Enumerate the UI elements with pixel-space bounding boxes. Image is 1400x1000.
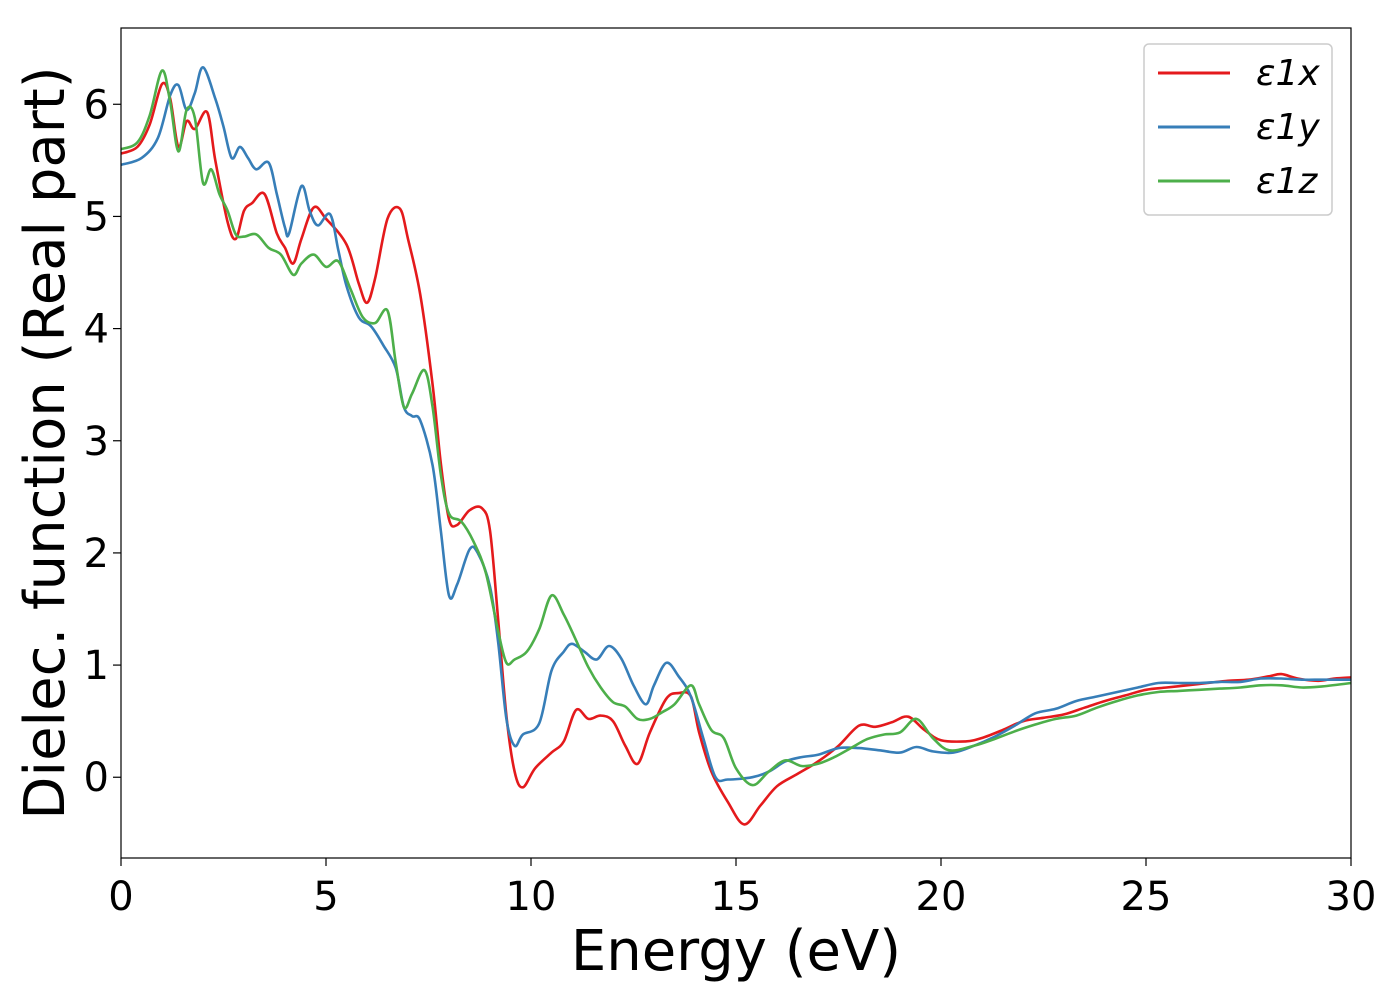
y-tick-label: 6: [84, 82, 109, 128]
series-line-3: [120, 69, 1352, 787]
series-layer: [120, 65, 1352, 826]
legend-label-3: ε1z: [1256, 161, 1318, 202]
y-tick-label: 1: [84, 643, 109, 689]
x-tick-label: 20: [916, 874, 967, 920]
series-line-1: [120, 81, 1352, 826]
y-axis-label: Dielec. function (Real part): [13, 66, 78, 819]
y-axis-ticks: 0 1 2 3 4 5 6: [84, 82, 121, 801]
x-axis-label: Energy (eV): [571, 919, 901, 984]
legend-label-1: ε1x: [1256, 53, 1320, 94]
x-tick-label: 25: [1121, 874, 1172, 920]
x-tick-label: 10: [506, 874, 557, 920]
x-tick-label: 0: [108, 874, 133, 920]
x-axis-ticks: 0 5 10 15 20 25 30: [108, 858, 1376, 920]
x-tick-label: 5: [313, 874, 338, 920]
y-tick-label: 5: [84, 194, 109, 240]
x-tick-label: 30: [1326, 874, 1377, 920]
legend-label-2: ε1y: [1256, 107, 1320, 148]
y-tick-label: 3: [84, 419, 109, 465]
y-tick-label: 4: [84, 307, 109, 353]
legend-box: [1143, 43, 1333, 216]
x-tick-label: 15: [711, 874, 762, 920]
y-tick-label: 2: [84, 531, 109, 577]
series-line-2: [120, 65, 1351, 783]
y-tick-label: 0: [84, 755, 109, 801]
legend: ε1x ε1y ε1z: [1143, 43, 1333, 216]
